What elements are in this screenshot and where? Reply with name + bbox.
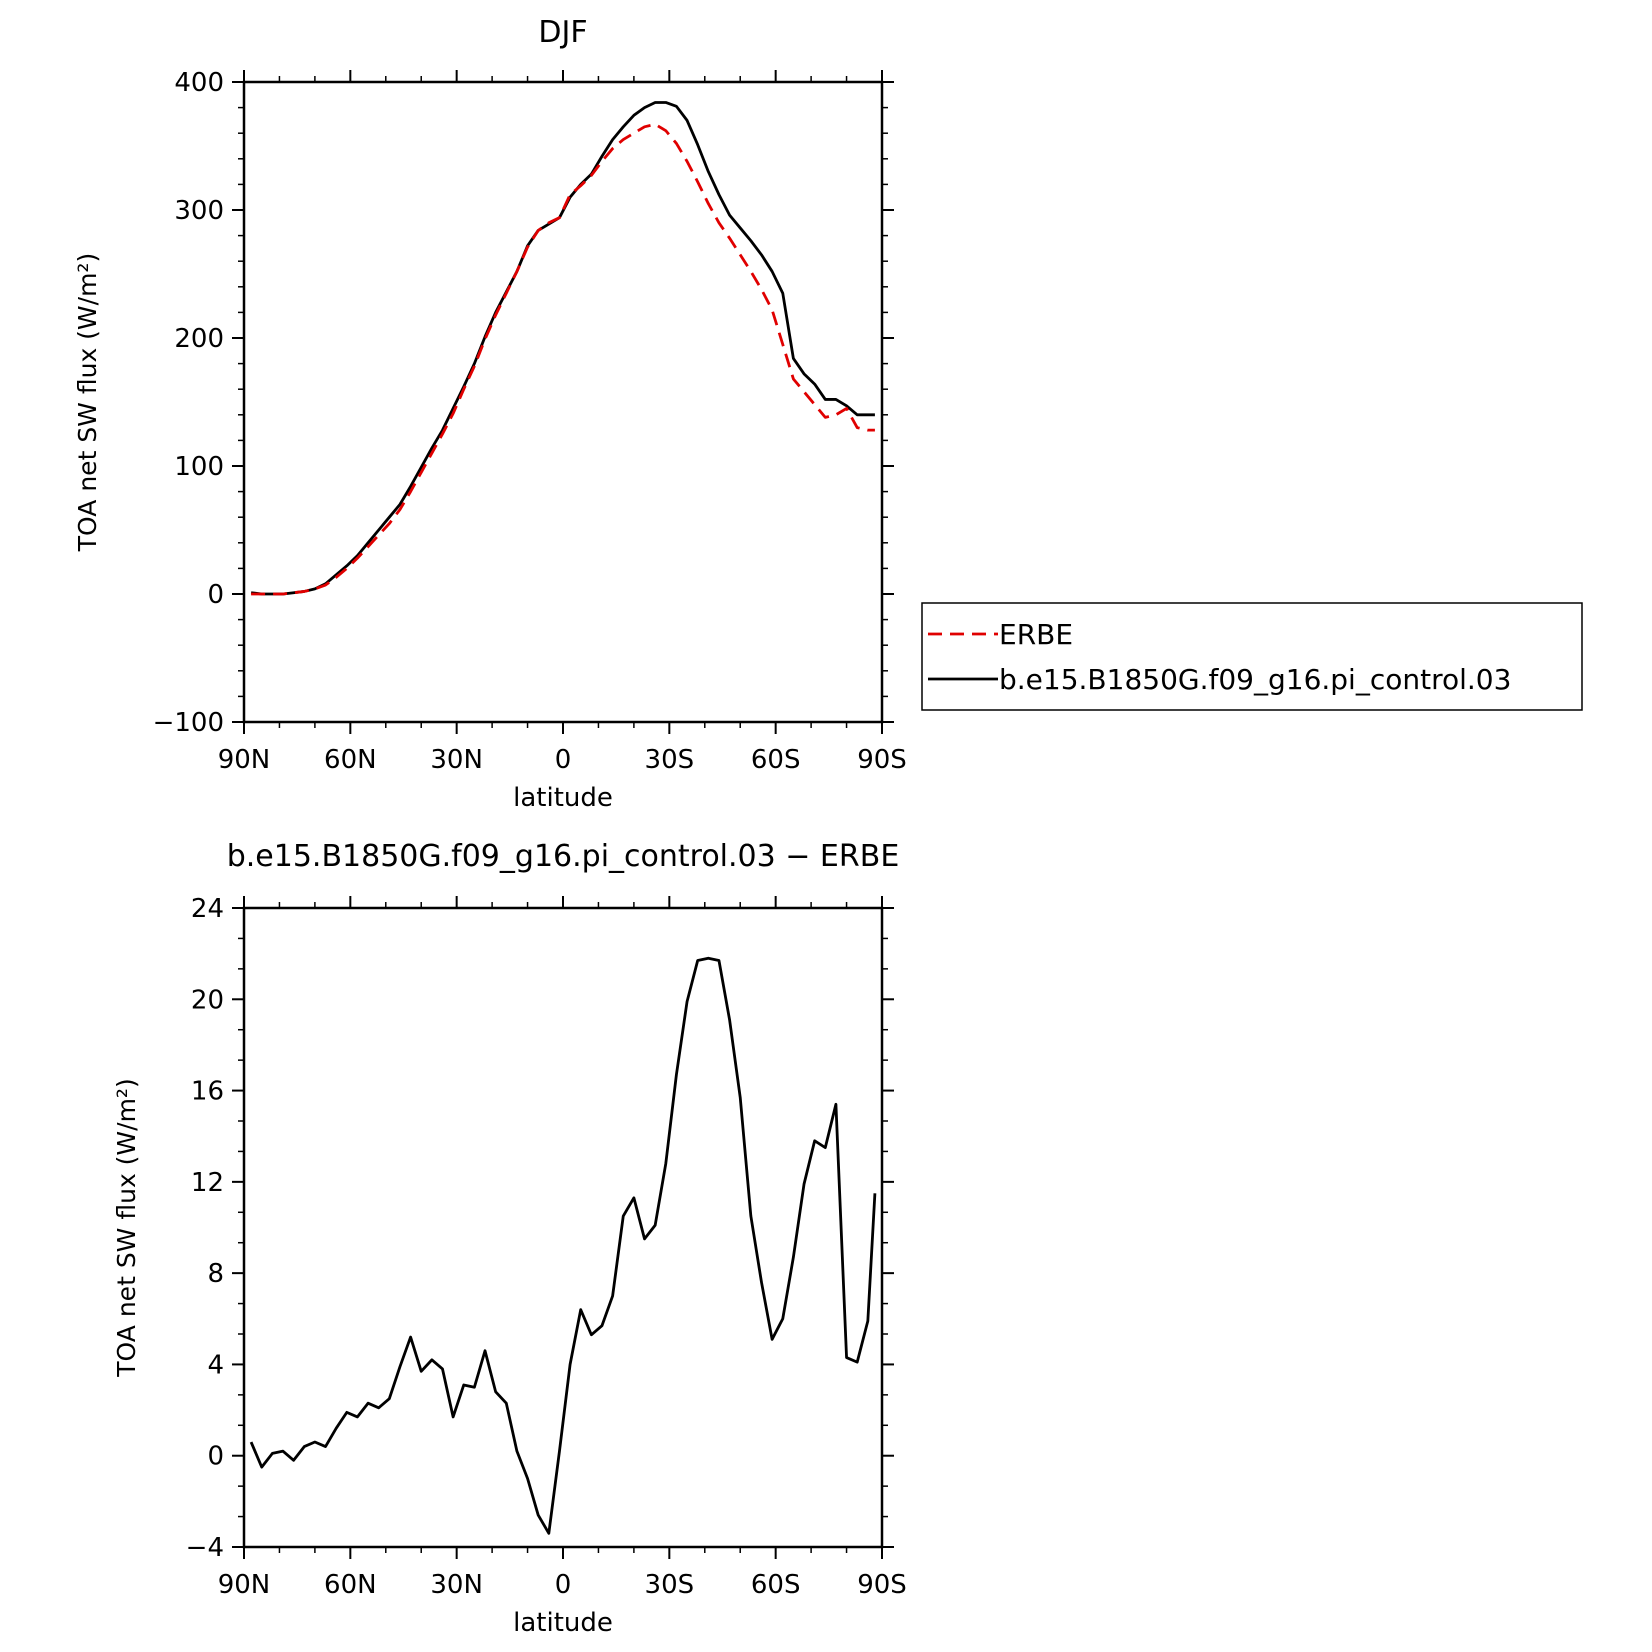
x-tick-label: 0 <box>555 745 572 775</box>
y-tick-label: 0 <box>207 580 224 610</box>
y-axis-label: TOA net SW flux (W/m²) <box>73 253 102 552</box>
y-tick-label: 4 <box>207 1350 224 1380</box>
x-axis-label: latitude <box>513 783 613 813</box>
chart-title: b.e15.B1850G.f09_g16.pi_control.03 − ERB… <box>227 839 900 874</box>
x-tick-label: 30N <box>430 1570 483 1600</box>
series-line-b-e15-b1850g-f09-g16-pi-control-03 <box>250 101 875 596</box>
plot-frame <box>242 80 884 724</box>
y-tick-label: 100 <box>174 452 224 482</box>
y-tick-label: 400 <box>174 68 224 98</box>
x-tick-label: 60S <box>751 745 801 775</box>
y-tick-label: 20 <box>191 985 224 1015</box>
x-tick-label: 60N <box>324 745 377 775</box>
chart-title: DJF <box>538 15 587 50</box>
x-tick-label: 30S <box>645 745 695 775</box>
legend-label: b.e15.B1850G.f09_g16.pi_control.03 <box>999 663 1511 696</box>
y-tick-label: 16 <box>191 1077 224 1107</box>
y-tick-label: −4 <box>186 1533 224 1563</box>
plot-frame <box>242 906 884 1549</box>
y-tick-label: 300 <box>174 196 224 226</box>
x-tick-label: 90S <box>857 745 907 775</box>
legend: ERBE b.e15.B1850G.f09_g16.pi_control.03 <box>921 602 1583 711</box>
x-tick-label: 90N <box>218 745 271 775</box>
series-line-erbe <box>251 122 875 596</box>
legend-box <box>921 602 1583 711</box>
chart-panel-1: DJF −100 0 100 200 300 400 90N 60N 30N 0 30S 60S 90S l… <box>73 15 1583 813</box>
x-tick-label: 90N <box>218 1570 271 1600</box>
y-axis-label: TOA net SW flux (W/m²) <box>112 1078 141 1377</box>
x-tick-label: 30S <box>645 1570 695 1600</box>
y-tick-label: 8 <box>207 1259 224 1289</box>
x-tick-label: 0 <box>555 1570 572 1600</box>
series-line-difference <box>249 956 877 1535</box>
y-tick-label: 0 <box>207 1442 224 1472</box>
y-tick-label: 12 <box>191 1168 224 1198</box>
x-tick-label: 30N <box>430 745 483 775</box>
y-tick-label: 200 <box>174 324 224 354</box>
chart-panel-2: b.e15.B1850G.f09_g16.pi_control.03 − ERB… <box>112 839 907 1638</box>
y-tick-label: 24 <box>191 894 224 924</box>
x-tick-label: 60S <box>751 1570 801 1600</box>
x-tick-label: 90S <box>857 1570 907 1600</box>
x-axis-label: latitude <box>513 1608 613 1638</box>
legend-label: ERBE <box>999 618 1073 651</box>
y-tick-label: −100 <box>153 708 224 738</box>
x-tick-label: 60N <box>324 1570 377 1600</box>
